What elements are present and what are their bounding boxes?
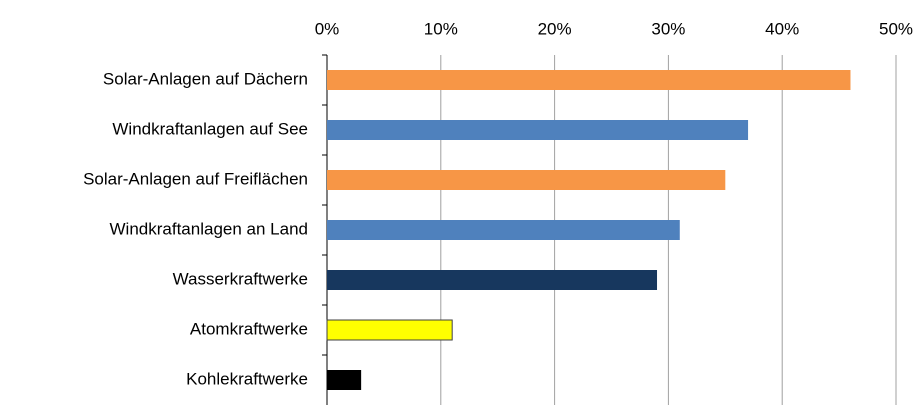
x-tick-label: 10% [424,19,458,38]
y-tick-label: Windkraftanlagen auf See [112,119,308,138]
y-tick-label: Solar-Anlagen auf Freiflächen [83,169,308,188]
x-tick-label: 50% [879,19,913,38]
bar [327,370,362,390]
x-tick-label: 40% [765,19,799,38]
y-tick-label: Atomkraftwerke [190,319,308,338]
x-tick-label: 30% [651,19,685,38]
bar [326,319,453,341]
y-tick-label: Wasserkraftwerke [173,269,308,288]
bar [327,70,851,90]
y-tick-label: Windkraftanlagen an Land [110,219,308,238]
bar [327,170,726,190]
bar [327,220,680,240]
x-tick-label: 20% [538,19,572,38]
x-tick-label: 0% [315,19,340,38]
bar [327,120,749,140]
bar [327,270,658,290]
y-tick-label: Kohlekraftwerke [186,369,308,388]
y-tick-label: Solar-Anlagen auf Dächern [103,69,308,88]
